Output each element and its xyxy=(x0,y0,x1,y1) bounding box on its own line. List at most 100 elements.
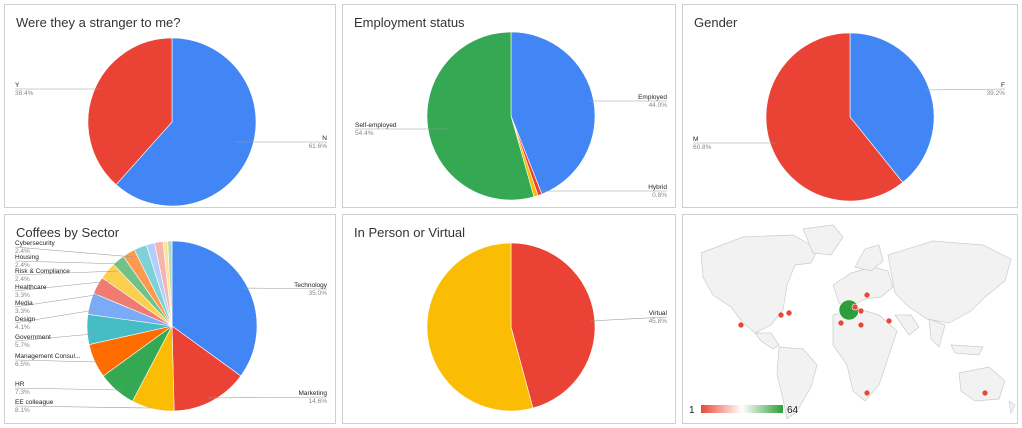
map-legend-min: 1 xyxy=(689,405,695,416)
slice-label: Marketing xyxy=(298,390,327,397)
leader-line xyxy=(589,316,668,322)
map-landmass xyxy=(950,344,984,356)
chart-title: In Person or Virtual xyxy=(354,225,466,240)
pie-slice xyxy=(426,31,535,201)
map-point xyxy=(885,317,893,325)
map-landmass xyxy=(894,314,920,336)
slice-label: Risk & Compliance xyxy=(15,268,70,275)
slice-percent: 44.0% xyxy=(649,102,668,109)
chart-panel-virtual: In Person or Virtual Virtual 45.8% xyxy=(342,214,676,424)
leader-line xyxy=(207,396,328,399)
pie-slice xyxy=(167,240,173,327)
map-landmass xyxy=(958,366,1006,402)
slice-label: Self-employed xyxy=(355,122,397,129)
leader-line xyxy=(14,246,135,258)
slice-percent: 6.5% xyxy=(15,361,30,368)
map-point xyxy=(737,321,745,329)
leader-line xyxy=(924,88,1006,91)
map-landmass xyxy=(802,224,844,256)
slice-percent: 4.1% xyxy=(15,324,30,331)
leader-line xyxy=(14,270,119,276)
slice-percent: 35.0% xyxy=(309,290,328,297)
slice-label: M xyxy=(693,136,698,143)
map-landmass xyxy=(832,308,898,402)
leader-line xyxy=(14,293,103,308)
leader-line xyxy=(242,287,328,290)
slice-label: Management Consul... xyxy=(15,353,81,360)
slice-label: Hybrid xyxy=(648,184,667,191)
map-point xyxy=(863,389,871,397)
slice-label: Housing xyxy=(15,254,39,261)
slice-percent: 8.1% xyxy=(15,407,30,414)
slice-percent: 60.8% xyxy=(693,144,712,151)
chart-panel-employment: Employment status Employed 44.0% Hybrid 0.8… xyxy=(342,4,676,208)
pie-slice xyxy=(510,242,596,409)
slice-percent: 38.4% xyxy=(15,90,34,97)
map-point xyxy=(777,311,785,319)
slice-percent: 2.4% xyxy=(15,262,30,269)
chart-title: Employment status xyxy=(354,15,465,30)
map-point xyxy=(981,389,989,397)
slice-percent: 0.8% xyxy=(652,192,667,199)
map-point xyxy=(857,321,865,329)
slice-percent: 2.4% xyxy=(15,276,30,283)
chart-title: Gender xyxy=(694,15,738,30)
slice-percent: 3.3% xyxy=(15,308,30,315)
slice-percent: 7.3% xyxy=(15,389,30,396)
map-landmass xyxy=(832,266,894,308)
slice-label: F xyxy=(1001,82,1005,89)
chart-panel-map: 1 64 xyxy=(682,214,1018,424)
chart-panel-gender: Gender F 39.2% M 60.8% xyxy=(682,4,1018,208)
map-landmass xyxy=(700,234,819,334)
leader-line xyxy=(14,309,96,324)
pie-slice xyxy=(171,325,242,412)
leader-line xyxy=(14,280,111,292)
pie-slice xyxy=(115,37,257,207)
map-legend-max: 64 xyxy=(787,405,799,416)
chart-title: Were they a stranger to me? xyxy=(16,15,181,30)
slice-label: Design xyxy=(15,316,36,323)
chart-title: Coffees by Sector xyxy=(16,225,120,240)
leader-line xyxy=(14,333,94,342)
pie-slice xyxy=(171,240,258,377)
map-landmass xyxy=(1008,400,1016,415)
map-point xyxy=(857,307,865,315)
chart-panel-stranger: Were they a stranger to me? N 61.6% Y 38.4% xyxy=(4,4,336,208)
slice-label: Technology xyxy=(294,282,328,289)
leader-line xyxy=(14,359,101,363)
map-point xyxy=(863,291,871,299)
map-landmass xyxy=(854,244,884,272)
pie-slice xyxy=(849,32,935,183)
slice-label: N xyxy=(322,135,327,142)
slice-percent: 14.6% xyxy=(309,398,328,405)
slice-percent: 54.4% xyxy=(355,130,374,137)
map-legend-gradient xyxy=(701,405,783,413)
slice-label: Y xyxy=(15,82,20,89)
pie-slice xyxy=(426,242,534,412)
map-landmass xyxy=(754,332,780,350)
leader-line xyxy=(14,387,123,391)
pie-chart-gender: F39.2% M60.8% xyxy=(693,32,1006,202)
slice-label: Virtual xyxy=(649,310,668,317)
slice-percent: 45.8% xyxy=(649,318,668,325)
map-point xyxy=(837,319,845,327)
geo-map: 1 64 xyxy=(689,224,1016,420)
pie-chart-stranger: N61.6% Y38.4% xyxy=(15,37,327,207)
pie-slice xyxy=(510,31,596,195)
slice-label: Media xyxy=(15,300,33,307)
map-point xyxy=(785,309,793,317)
slice-percent: 5.7% xyxy=(15,342,30,349)
slice-label: HR xyxy=(15,381,25,388)
map-landmass xyxy=(776,346,818,420)
map-landmass xyxy=(887,240,1012,324)
slice-label: Government xyxy=(15,334,51,341)
map-point xyxy=(851,303,859,311)
slice-percent: 3.3% xyxy=(15,292,30,299)
pie-slice xyxy=(87,37,173,186)
slice-percent: 39.2% xyxy=(987,90,1006,97)
slice-label: EE colleague xyxy=(15,399,54,406)
slice-label: Cybersecurity xyxy=(15,240,55,247)
